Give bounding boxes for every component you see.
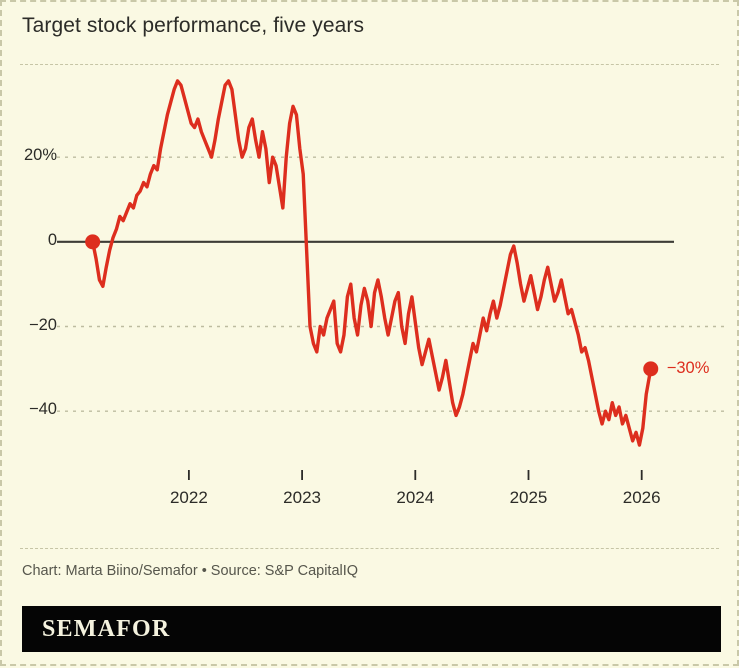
- title-divider: [20, 64, 719, 65]
- x-axis-tick-label: 2023: [283, 488, 321, 507]
- end-value-label: −30%: [666, 358, 710, 377]
- x-axis-tick-label: 2024: [396, 488, 435, 507]
- end-marker: [643, 361, 659, 377]
- x-axis-tick-label: 2025: [509, 488, 548, 507]
- semafor-logo-bar: SEMAFOR: [22, 606, 721, 652]
- footer-divider: [20, 548, 719, 549]
- semafor-wordmark: SEMAFOR: [42, 616, 171, 642]
- y-axis-tick-label: 0: [47, 230, 57, 249]
- y-axis-tick-label: −40: [29, 400, 57, 419]
- page-title: Target stock performance, five years: [22, 14, 365, 37]
- x-axis-tick-label: 2026: [622, 488, 661, 507]
- y-axis-tick-label: −20: [29, 315, 57, 334]
- x-axis-tick-label: 2022: [169, 488, 208, 507]
- chart-credit: Chart: Marta Biino/Semafor • Source: S&P…: [22, 563, 359, 579]
- y-axis-tick-label: 20%: [23, 146, 57, 165]
- series-line-target: [90, 79, 653, 447]
- start-marker: [85, 234, 101, 250]
